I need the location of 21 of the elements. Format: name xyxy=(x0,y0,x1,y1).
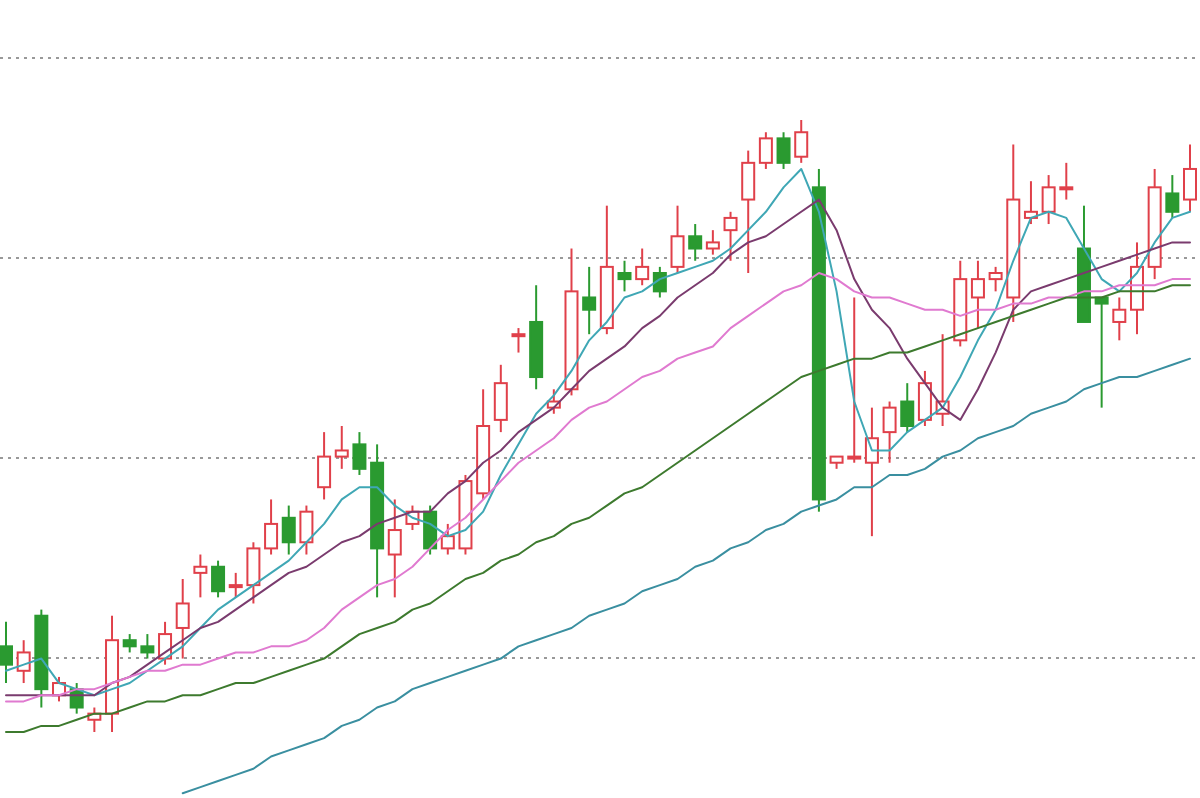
candlestick xyxy=(370,443,385,599)
candlestick xyxy=(688,223,703,262)
candlestick xyxy=(387,498,402,599)
candlestick xyxy=(741,149,756,274)
candlestick xyxy=(493,363,508,434)
candlestick xyxy=(1112,296,1127,342)
candlestick xyxy=(582,265,597,336)
candlestick xyxy=(864,406,879,538)
candlestick xyxy=(317,431,332,501)
candlestick xyxy=(193,553,208,599)
candlestick xyxy=(617,259,632,293)
candlestick xyxy=(16,639,31,685)
candlestick xyxy=(175,578,190,660)
candlestick xyxy=(970,259,985,330)
candlestick xyxy=(0,620,13,685)
candlestick xyxy=(529,284,544,391)
candlestick xyxy=(105,614,120,733)
candlestick xyxy=(264,498,279,556)
candlestick xyxy=(1147,167,1162,281)
candlestick xyxy=(334,425,349,470)
candlestick xyxy=(281,504,296,556)
